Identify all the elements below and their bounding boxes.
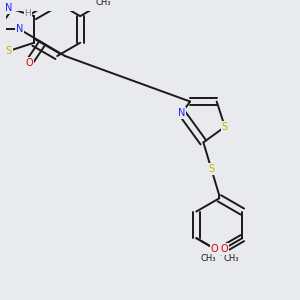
Text: S: S <box>208 164 214 174</box>
Text: H: H <box>24 9 31 18</box>
Text: CH₃: CH₃ <box>95 0 111 8</box>
Text: N: N <box>178 108 186 118</box>
Text: N: N <box>5 3 13 13</box>
Text: S: S <box>6 46 12 56</box>
Text: N: N <box>16 24 23 34</box>
Text: O: O <box>25 58 33 68</box>
Text: CH₃: CH₃ <box>200 254 216 262</box>
Text: S: S <box>222 122 228 132</box>
Text: CH₃: CH₃ <box>223 254 238 262</box>
Text: O: O <box>220 244 228 254</box>
Text: O: O <box>211 244 218 254</box>
